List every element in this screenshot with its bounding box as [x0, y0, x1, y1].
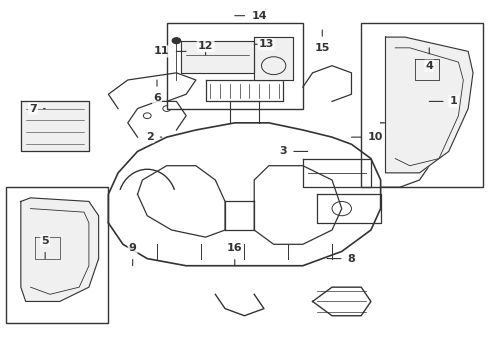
Text: 2: 2 [145, 132, 162, 142]
Text: 11: 11 [154, 46, 186, 57]
Text: 1: 1 [428, 96, 456, 107]
Text: 5: 5 [41, 236, 49, 258]
Text: 10: 10 [351, 132, 383, 142]
Polygon shape [21, 198, 99, 301]
Polygon shape [385, 37, 472, 173]
Bar [361, 23, 482, 187]
Text: 4: 4 [425, 48, 432, 71]
Text: 13: 13 [254, 39, 273, 49]
Text: 3: 3 [279, 147, 307, 157]
Circle shape [171, 37, 181, 44]
Bar [6, 187, 108, 323]
Text: 8: 8 [326, 253, 355, 264]
Text: 12: 12 [198, 41, 213, 55]
Text: 7: 7 [29, 104, 45, 113]
Polygon shape [254, 37, 292, 80]
Text: 6: 6 [153, 80, 161, 103]
Text: 15: 15 [314, 30, 329, 53]
Text: 14: 14 [234, 11, 266, 21]
Bar [166, 23, 302, 109]
Text: 16: 16 [226, 243, 242, 266]
Text: 9: 9 [128, 243, 136, 266]
Polygon shape [181, 41, 254, 73]
Polygon shape [21, 102, 89, 152]
